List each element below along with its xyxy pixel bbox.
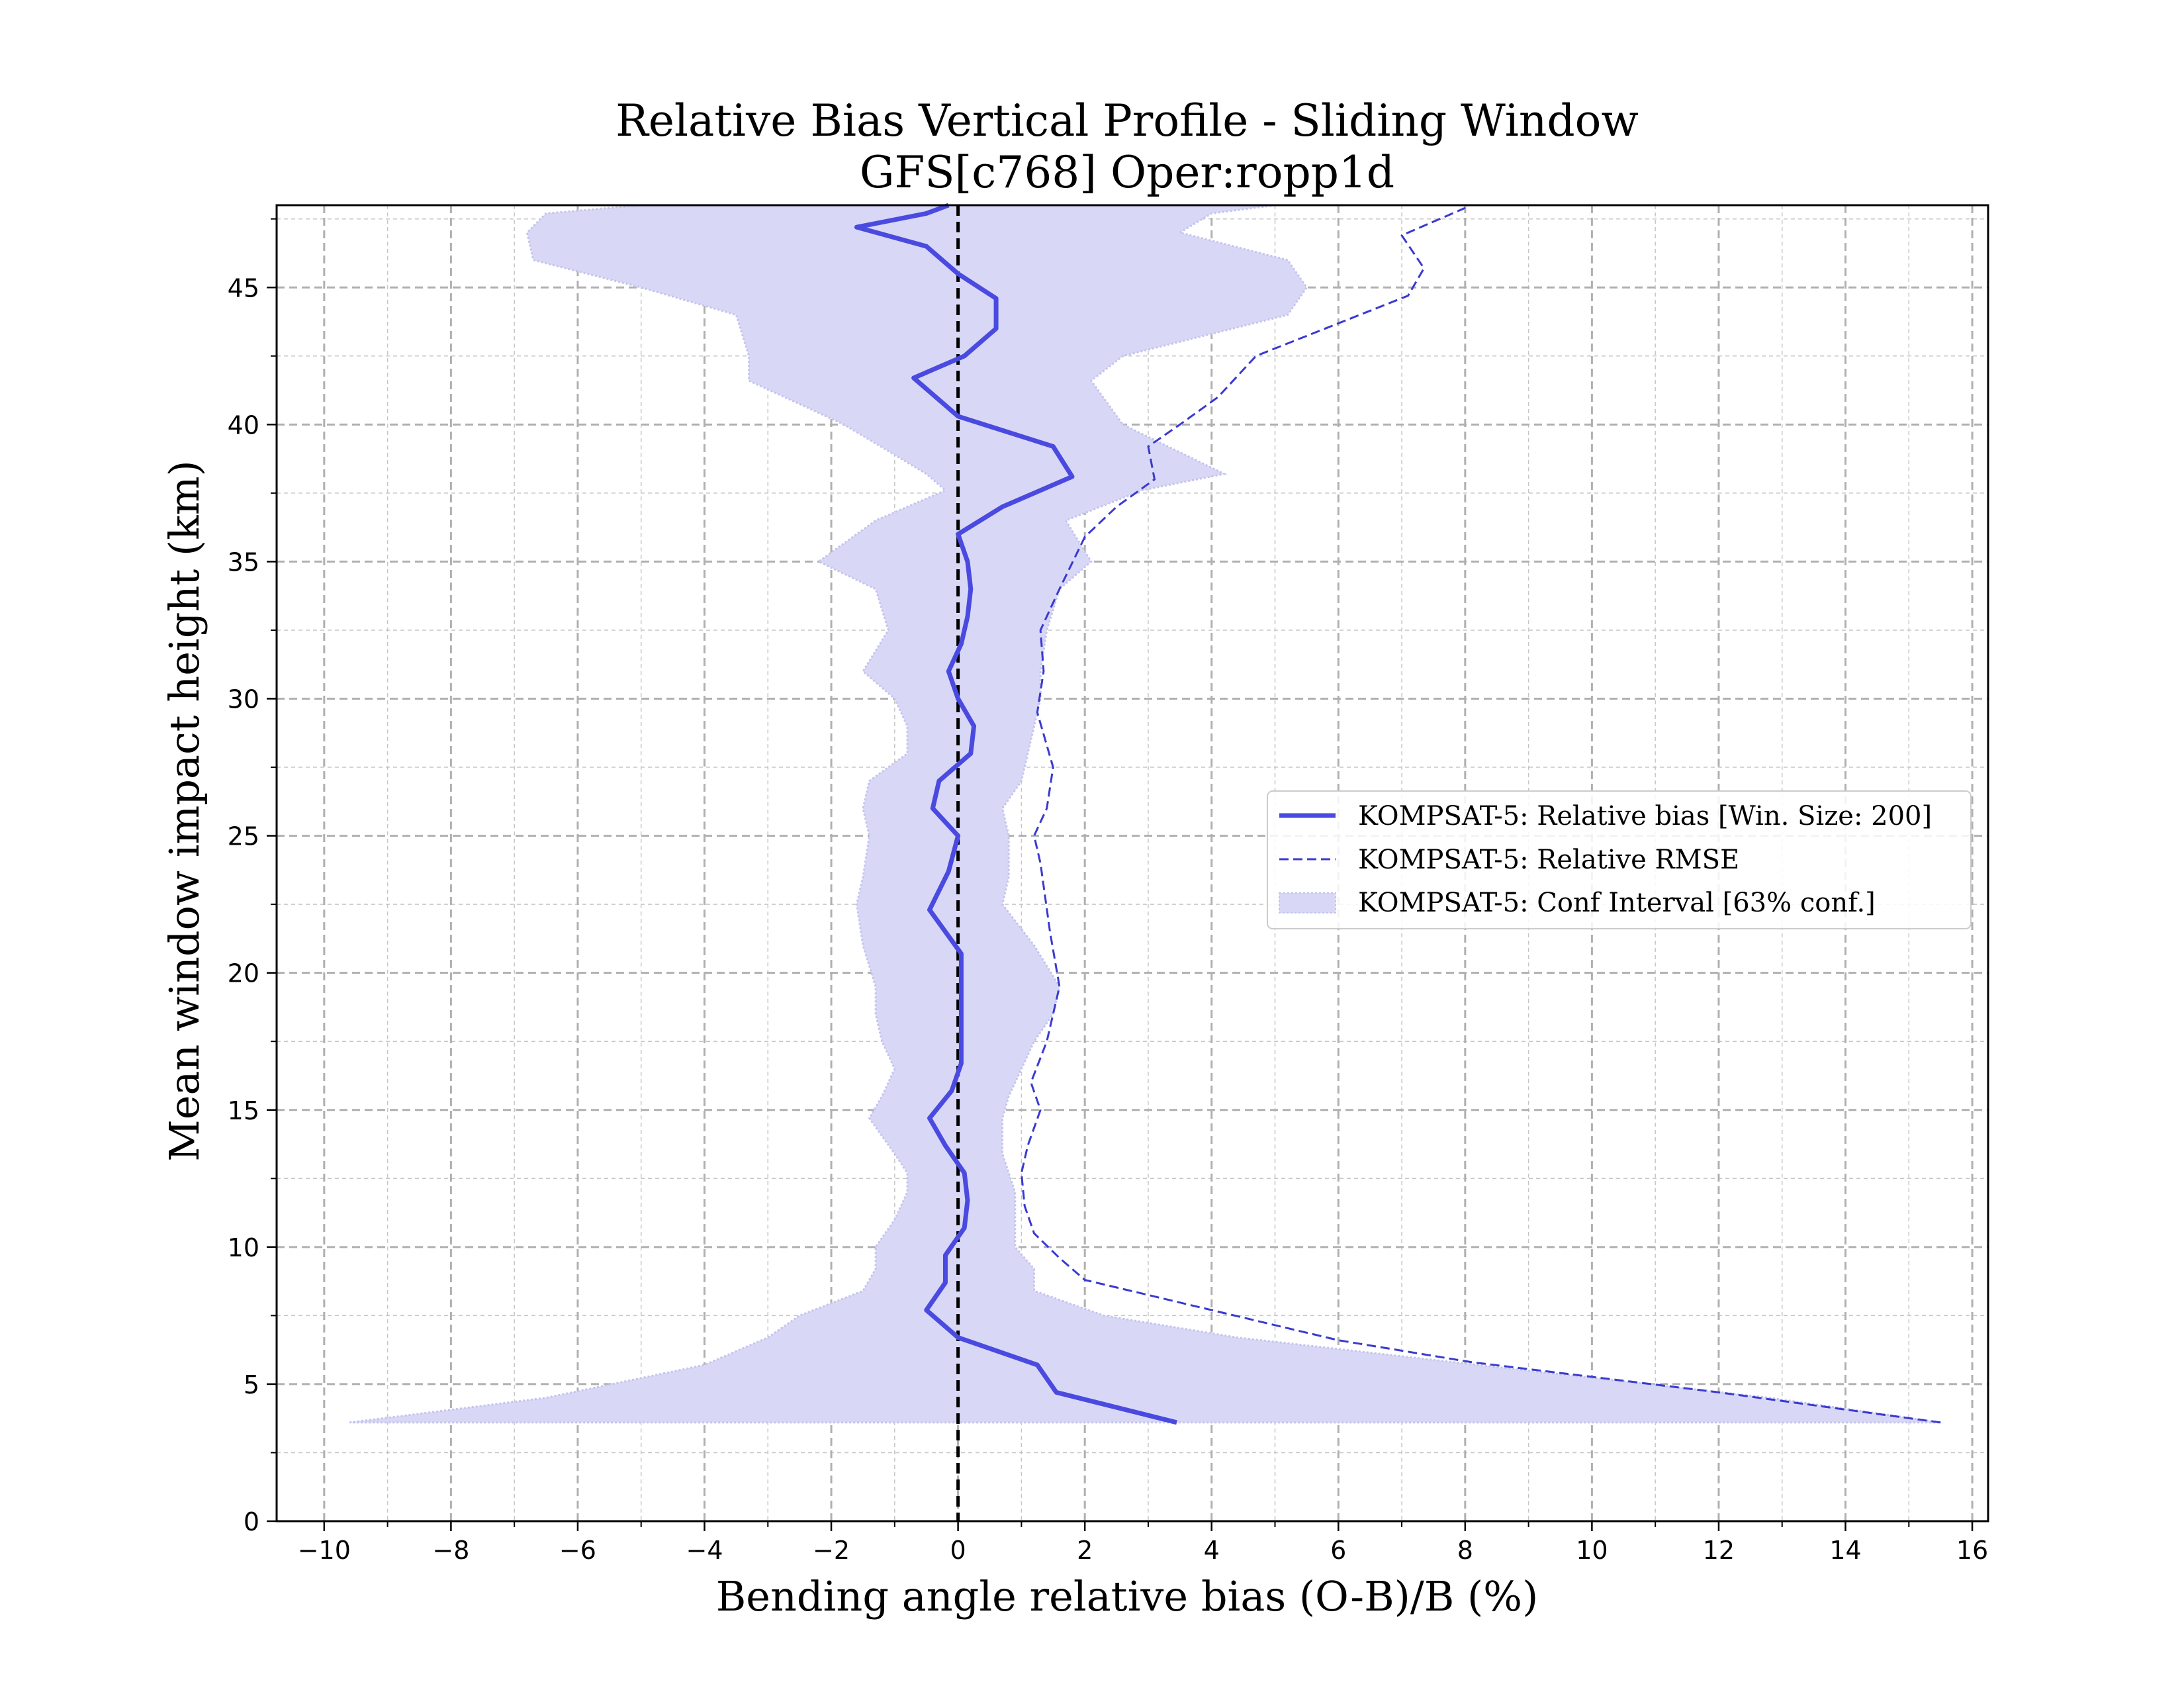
x-tick-label: −10 bbox=[298, 1536, 351, 1565]
legend-label-ci: KOMPSAT-5: Conf Interval [63% conf.] bbox=[1358, 888, 1876, 918]
y-axis-label: Mean window impact height (km) bbox=[160, 460, 208, 1161]
y-tick-label: 10 bbox=[228, 1233, 259, 1262]
x-tick-label: −6 bbox=[559, 1536, 596, 1565]
chart-subtitle: GFS[c768] Oper:ropp1d bbox=[860, 147, 1394, 198]
x-tick-label: 0 bbox=[950, 1536, 966, 1565]
rmse-series-line bbox=[1020, 207, 1941, 1424]
y-tick-label: 40 bbox=[228, 410, 259, 440]
y-tick-label: 5 bbox=[244, 1370, 259, 1399]
legend-label-rmse: KOMPSAT-5: Relative RMSE bbox=[1358, 845, 1739, 875]
y-tick-label: 0 bbox=[244, 1507, 259, 1536]
y-axis-ticks: 0 5 10 15 20 25 30 35 40 45 bbox=[228, 218, 277, 1536]
y-tick-label: 30 bbox=[228, 685, 259, 714]
bias-series-line bbox=[854, 203, 1177, 1425]
legend-label-bias: KOMPSAT-5: Relative bias [Win. Size: 200… bbox=[1358, 801, 1932, 831]
x-tick-label: 8 bbox=[1457, 1536, 1473, 1565]
x-tick-label: −2 bbox=[813, 1536, 850, 1565]
plot-frame bbox=[275, 204, 1989, 1523]
y-tick-label: 45 bbox=[228, 273, 259, 303]
legend-swatch-ci bbox=[1279, 892, 1336, 914]
x-tick-label: 4 bbox=[1204, 1536, 1220, 1565]
series-layer bbox=[854, 203, 1941, 1425]
y-tick-label: 25 bbox=[228, 822, 259, 851]
x-tick-label: 10 bbox=[1576, 1536, 1608, 1565]
y-tick-label: 15 bbox=[228, 1096, 259, 1125]
x-axis-ticks: −10 −8 −6 −4 −2 0 2 4 6 8 10 12 14 16 bbox=[298, 1521, 1988, 1565]
x-tick-label: 2 bbox=[1077, 1536, 1093, 1565]
legend-box bbox=[1267, 790, 1972, 929]
x-axis-label: Bending angle relative bias (O-B)/B (%) bbox=[716, 1572, 1539, 1620]
x-tick-label: −4 bbox=[686, 1536, 723, 1565]
y-tick-label: 35 bbox=[228, 547, 259, 577]
x-tick-label: −8 bbox=[432, 1536, 469, 1565]
y-tick-label: 20 bbox=[228, 959, 259, 988]
x-tick-label: 12 bbox=[1703, 1536, 1735, 1565]
x-tick-label: 14 bbox=[1829, 1536, 1861, 1565]
x-tick-label: 6 bbox=[1330, 1536, 1346, 1565]
chart-title: Relative Bias Vertical Profile - Sliding… bbox=[615, 95, 1639, 146]
legend: KOMPSAT-5: Relative bias [Win. Size: 200… bbox=[1267, 790, 1972, 929]
x-tick-label: 16 bbox=[1956, 1536, 1988, 1565]
